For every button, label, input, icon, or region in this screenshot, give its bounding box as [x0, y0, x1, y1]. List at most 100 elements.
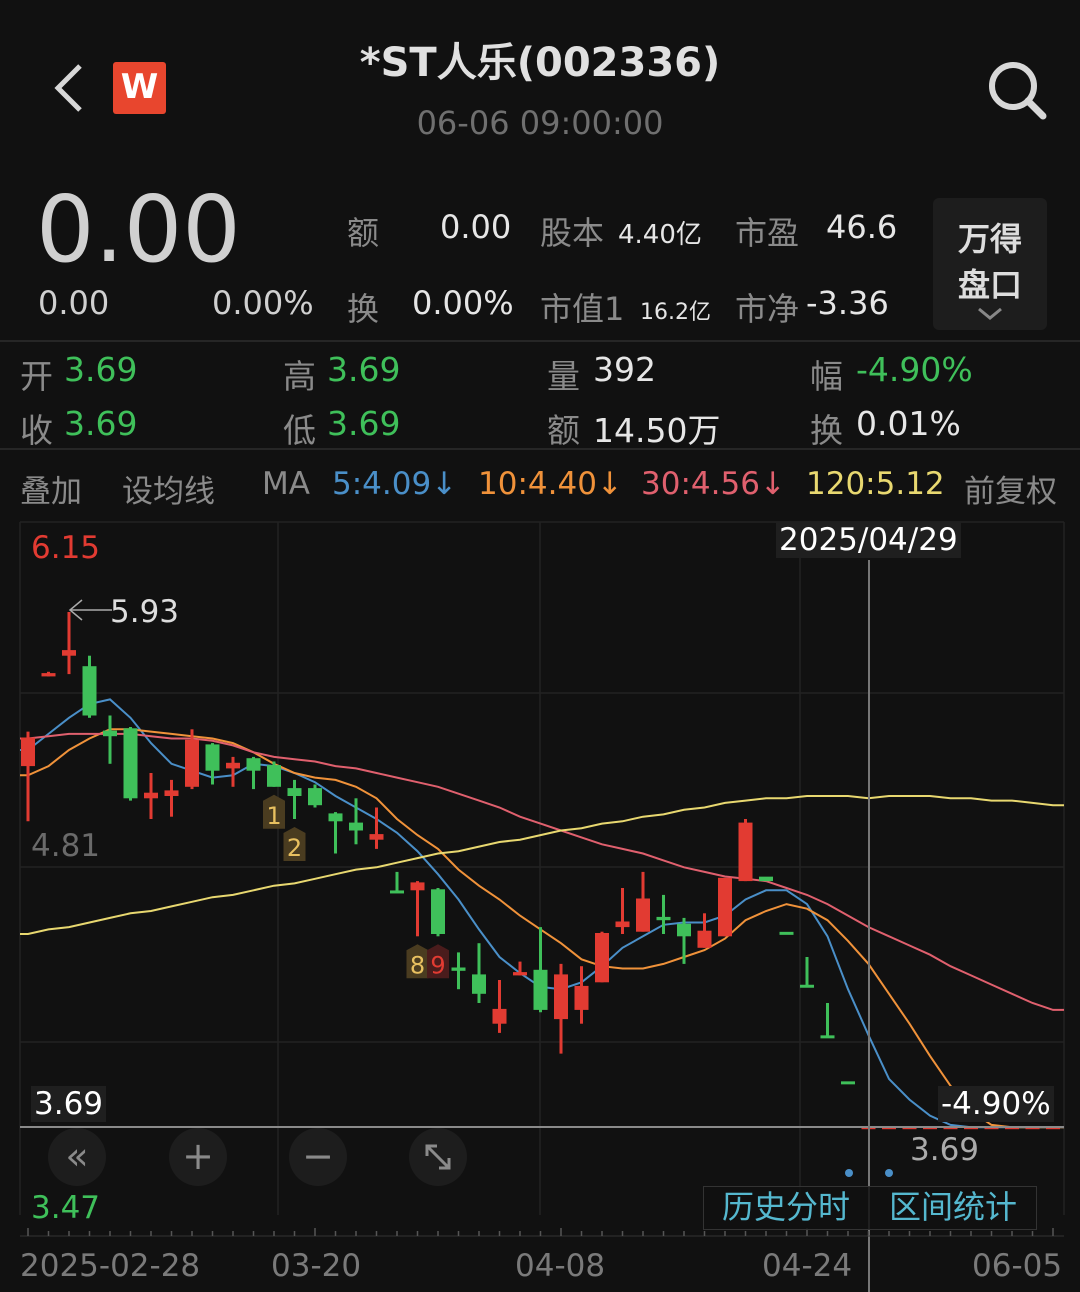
- candle-body: [574, 985, 589, 1010]
- y-max-label: 6.15: [31, 530, 101, 566]
- candle: [636, 871, 650, 932]
- chevron-down-icon: [978, 307, 1002, 320]
- candle: [410, 881, 425, 937]
- market-cap-label: 市值1: [540, 290, 625, 328]
- candle: [472, 943, 486, 1003]
- candle-body: [144, 792, 158, 799]
- candle-body: [677, 923, 691, 937]
- candle: [451, 952, 466, 990]
- candle-body: [636, 898, 650, 932]
- candle-body: [738, 822, 753, 882]
- candle: [21, 731, 35, 822]
- ma10-value: 10:4.40↓: [478, 466, 623, 502]
- back-button[interactable]: [48, 58, 92, 118]
- candle-body: [472, 974, 486, 994]
- high-value: 3.69: [327, 350, 401, 389]
- candle-body: [718, 877, 732, 937]
- history-intraday-button[interactable]: 历史分时: [722, 1188, 851, 1226]
- zoom-out-button[interactable]: −: [289, 1128, 347, 1186]
- td-marker-badge: [427, 944, 449, 979]
- td-marker-label: 8: [410, 951, 425, 979]
- candle-body: [431, 889, 445, 934]
- amount-label: 额: [347, 214, 380, 252]
- candle: [431, 888, 445, 937]
- candle: [615, 888, 630, 934]
- price-change-pct: 0.00%: [212, 284, 314, 322]
- td-marker-label: 1: [266, 802, 281, 830]
- candle: [246, 756, 261, 790]
- candle: [164, 779, 179, 817]
- candle-body: [533, 969, 548, 1010]
- set-ma-button[interactable]: 设均线: [122, 474, 215, 510]
- candles: [21, 612, 1060, 1130]
- candle: [41, 671, 56, 677]
- candle: [103, 715, 117, 764]
- y-mid-label: 4.81: [31, 828, 101, 864]
- y-min-label: 3.47: [31, 1190, 101, 1226]
- ma5-value: 5:4.09↓: [332, 466, 458, 502]
- overlay-button[interactable]: 叠加: [20, 474, 82, 510]
- candle: [759, 876, 773, 882]
- wind-panel-line1: 万得: [957, 220, 1022, 258]
- candle: [697, 913, 712, 948]
- candle-body: [246, 758, 261, 771]
- candle: [492, 980, 507, 1033]
- candle-body: [554, 974, 568, 1020]
- wind-panel-line2: 盘口: [957, 266, 1022, 304]
- price-change: 0.00: [38, 284, 110, 322]
- amount-value: 0.00: [440, 208, 512, 246]
- candle: [226, 756, 240, 787]
- candle: [123, 727, 138, 801]
- chevron-left-icon: [54, 64, 82, 112]
- x-tick-label: 06-05: [972, 1248, 1063, 1284]
- low-value: 3.69: [327, 404, 401, 443]
- day-amount-value: 14.50万: [593, 411, 721, 450]
- candle: [595, 931, 609, 983]
- wind-order-book-button[interactable]: 万得 盘口: [933, 198, 1047, 330]
- candle-body: [410, 882, 425, 891]
- zoom-in-button[interactable]: +: [169, 1128, 227, 1186]
- td-marker-badge: [263, 794, 285, 829]
- candle-body: [103, 730, 117, 737]
- candle-body: [820, 1035, 835, 1039]
- fullscreen-button[interactable]: [409, 1128, 467, 1186]
- open-label: 开: [20, 357, 53, 396]
- candle-body: [800, 984, 814, 988]
- candle: [554, 963, 568, 1054]
- candle-body: [841, 1081, 855, 1085]
- chart-grid: [19, 521, 1065, 1215]
- x-tick-label: 04-08: [515, 1248, 606, 1284]
- candle: [267, 761, 281, 787]
- candle: [779, 931, 794, 935]
- candle-body: [308, 788, 322, 806]
- candle-body: [185, 739, 199, 787]
- rewind-button[interactable]: «: [48, 1128, 106, 1186]
- crosshair-change-label: -4.90%: [938, 1086, 1054, 1122]
- td-markers: 12 8 9: [263, 794, 449, 979]
- search-button[interactable]: [985, 58, 1049, 126]
- td-marker-label: 2: [287, 834, 302, 862]
- crosshair-price-label: 3.69: [31, 1086, 107, 1122]
- day-turnover-label: 换: [810, 411, 843, 450]
- candle-body: [226, 762, 240, 769]
- close-label: 收: [20, 411, 53, 450]
- candle-body: [287, 788, 302, 796]
- adjust-mode-button[interactable]: 前复权: [964, 474, 1057, 510]
- candle-body: [349, 822, 363, 831]
- candle-body: [164, 790, 179, 796]
- candle-body: [328, 813, 343, 822]
- candle-body: [123, 728, 138, 799]
- x-tick-label: 03-20: [271, 1248, 362, 1284]
- candle: [205, 743, 220, 785]
- ma-line-ma30: [20, 732, 1064, 1011]
- range-stats-button[interactable]: 区间统计: [889, 1188, 1018, 1226]
- pe-label: 市盈: [735, 214, 800, 252]
- candle-body: [369, 834, 384, 840]
- candle-body: [759, 876, 773, 882]
- candle: [513, 961, 527, 976]
- high-label: 高: [283, 357, 316, 396]
- candle: [533, 927, 548, 1013]
- high-annotation: 5.93: [110, 594, 180, 630]
- candle-body: [451, 967, 466, 971]
